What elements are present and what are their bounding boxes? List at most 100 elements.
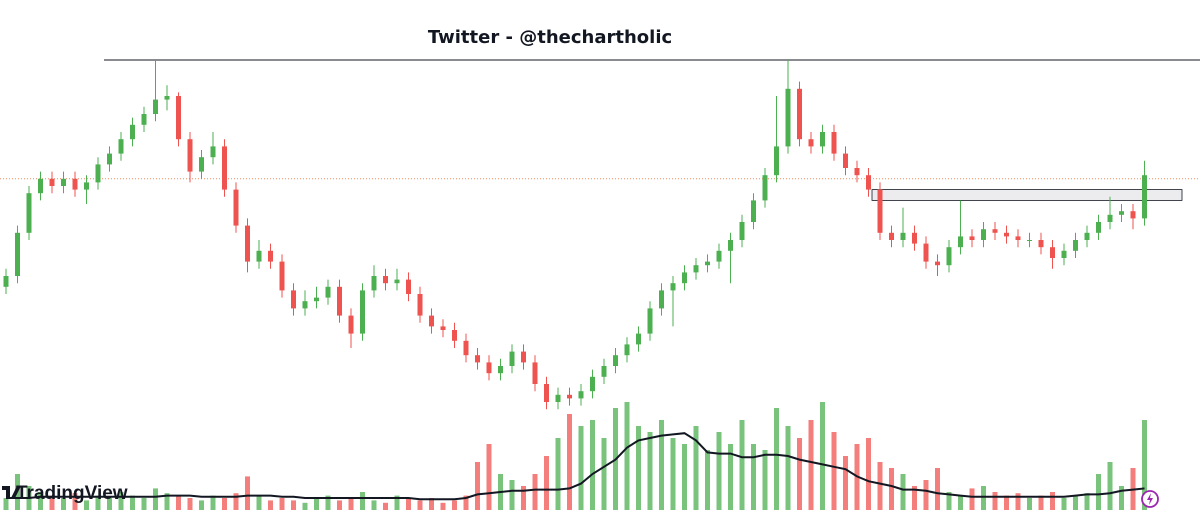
volume-bar — [532, 474, 538, 510]
volume-bar — [1061, 498, 1067, 510]
candle-body — [854, 168, 860, 176]
candle-body — [1038, 240, 1044, 248]
volume-ma-line — [6, 432, 1145, 501]
candle-body — [176, 96, 181, 140]
candle-body — [900, 232, 906, 240]
candle-body — [1015, 236, 1021, 240]
volume-bar — [233, 493, 239, 510]
candle-body — [1084, 232, 1090, 240]
chart-title: Twitter - @thechartholic — [428, 27, 672, 48]
candle-body — [302, 301, 308, 309]
candle-body — [831, 132, 837, 154]
candle-body — [820, 132, 825, 147]
volume-bar — [486, 444, 492, 510]
candle-body — [95, 164, 101, 183]
volume-bar — [245, 476, 250, 510]
candle-body — [728, 240, 733, 251]
candle-body — [923, 243, 929, 262]
candle-body — [647, 308, 653, 334]
volume-bar — [981, 486, 986, 510]
candle-body — [337, 286, 342, 316]
candle-body — [624, 344, 630, 356]
logo-icon — [2, 486, 21, 498]
volume-bar — [360, 492, 365, 510]
volume-bar — [866, 438, 871, 510]
price-pane — [0, 59, 1200, 410]
volume-bar — [567, 414, 572, 510]
volume-bar — [256, 495, 262, 510]
volume-bar — [843, 456, 848, 510]
volume-bar — [1004, 495, 1009, 510]
candle-body — [590, 376, 595, 392]
candle-body — [325, 286, 331, 298]
candle-body — [26, 193, 32, 233]
volume-bar — [601, 438, 607, 510]
candle-body — [1027, 240, 1032, 241]
volume-bar — [992, 492, 998, 510]
candle-body — [348, 315, 354, 334]
candle-body — [774, 146, 779, 176]
volume-bar — [314, 498, 319, 510]
candle-body — [682, 272, 687, 284]
candle-body — [1107, 214, 1113, 222]
volume-bar — [946, 492, 952, 510]
candle-body — [84, 182, 89, 190]
candle-body — [406, 279, 411, 294]
candle-body — [394, 279, 400, 284]
candle-body — [233, 189, 239, 226]
volume-bar — [84, 500, 89, 510]
volume-bar — [199, 500, 204, 510]
volume-bar — [394, 495, 400, 510]
candle-body — [141, 114, 147, 125]
volume-bar — [61, 498, 66, 510]
volume-bar — [889, 468, 894, 510]
volume-bar — [1073, 495, 1078, 510]
volume-bar — [624, 402, 630, 510]
volume-bar — [222, 498, 227, 510]
volume-bar — [912, 486, 917, 510]
candle-body — [463, 340, 469, 356]
volume-bar — [337, 500, 342, 510]
candle-body — [567, 394, 572, 399]
candle-body — [808, 139, 814, 147]
candle-body — [475, 355, 480, 363]
candle-body — [509, 351, 515, 366]
volume-bar — [3, 498, 9, 510]
volume-bar — [463, 495, 469, 510]
candle-body — [164, 96, 170, 100]
candle-body — [532, 362, 538, 384]
candle-body — [981, 229, 986, 240]
candle-body — [521, 351, 526, 363]
candle-body — [61, 178, 66, 186]
volume-bar — [383, 502, 388, 510]
volume-bar — [900, 474, 906, 510]
candle-body — [153, 99, 158, 114]
candle-body — [210, 146, 216, 158]
candle-body — [199, 157, 204, 172]
volume-bar — [958, 495, 963, 510]
candle-body — [636, 333, 641, 345]
alert-icon — [1141, 490, 1159, 508]
candle-body — [49, 178, 55, 186]
volume-bar — [130, 495, 135, 510]
candle-body — [946, 247, 952, 266]
volume-bar — [187, 498, 193, 510]
candle-body — [843, 153, 848, 168]
volume-bar — [555, 438, 561, 510]
candle-body — [716, 250, 722, 262]
candle-body — [452, 330, 457, 341]
volume-bar — [647, 432, 653, 510]
candle-body — [256, 250, 262, 262]
volume-bar — [1119, 486, 1124, 510]
candle-body — [555, 394, 561, 402]
volume-bar — [509, 480, 515, 510]
candle-body — [762, 175, 768, 201]
volume-bar — [716, 432, 722, 510]
candle-body — [118, 139, 124, 154]
volume-bar — [590, 420, 595, 510]
candle-body — [578, 391, 584, 399]
candle-body — [440, 326, 446, 330]
candle-body — [935, 261, 940, 266]
volume-bar — [95, 495, 101, 510]
volume-bar — [1096, 474, 1101, 510]
